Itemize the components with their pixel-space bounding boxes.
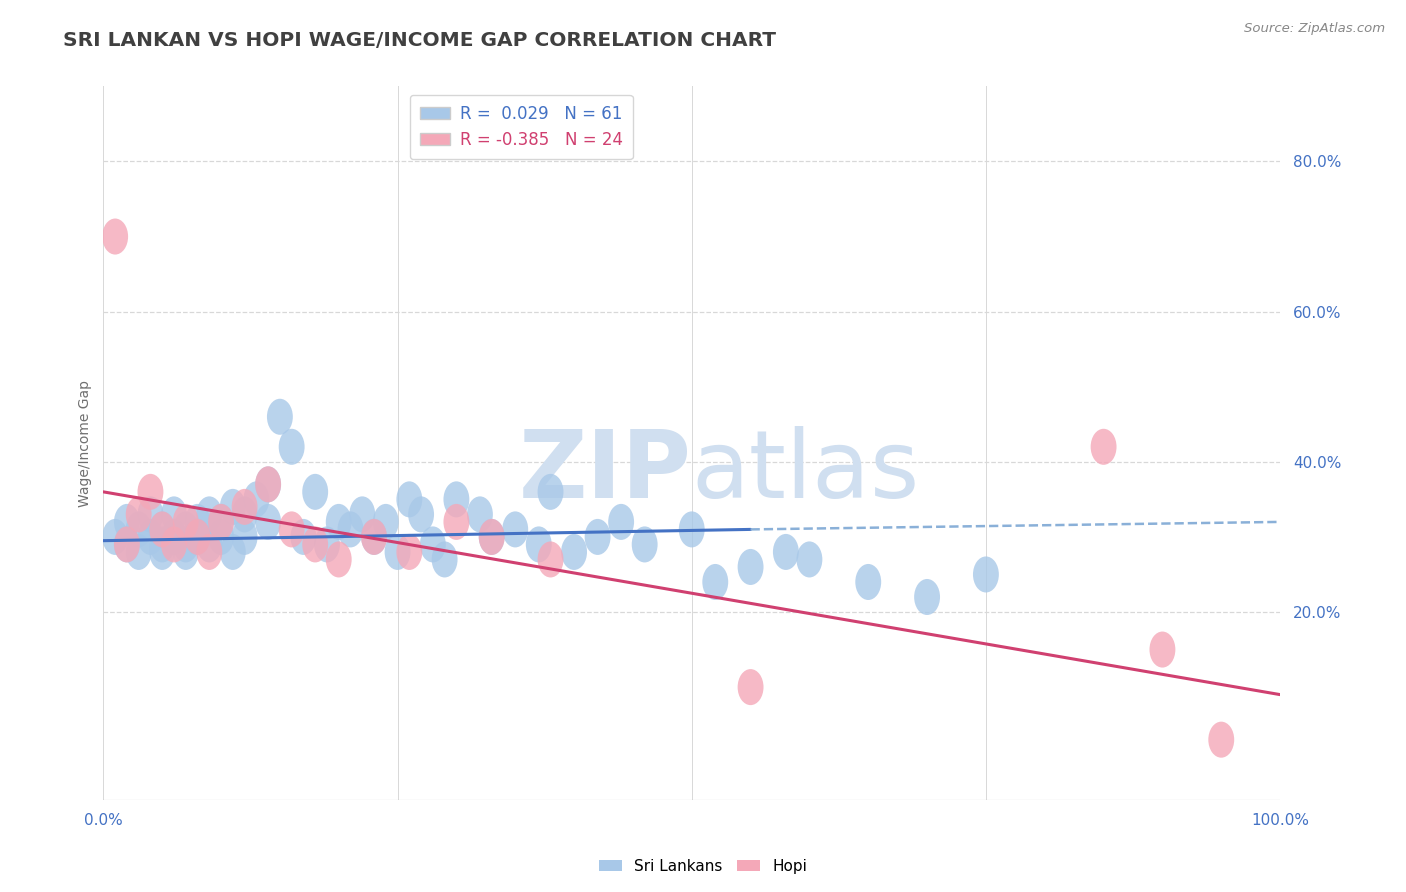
Text: Source: ZipAtlas.com: Source: ZipAtlas.com — [1244, 22, 1385, 36]
Legend: R =  0.029   N = 61, R = -0.385   N = 24: R = 0.029 N = 61, R = -0.385 N = 24 — [409, 95, 633, 159]
Text: SRI LANKAN VS HOPI WAGE/INCOME GAP CORRELATION CHART: SRI LANKAN VS HOPI WAGE/INCOME GAP CORRE… — [63, 31, 776, 50]
Text: atlas: atlas — [692, 425, 920, 517]
Text: ZIP: ZIP — [519, 425, 692, 517]
Legend: Sri Lankans, Hopi: Sri Lankans, Hopi — [592, 853, 814, 880]
Y-axis label: Wage/Income Gap: Wage/Income Gap — [79, 380, 93, 507]
